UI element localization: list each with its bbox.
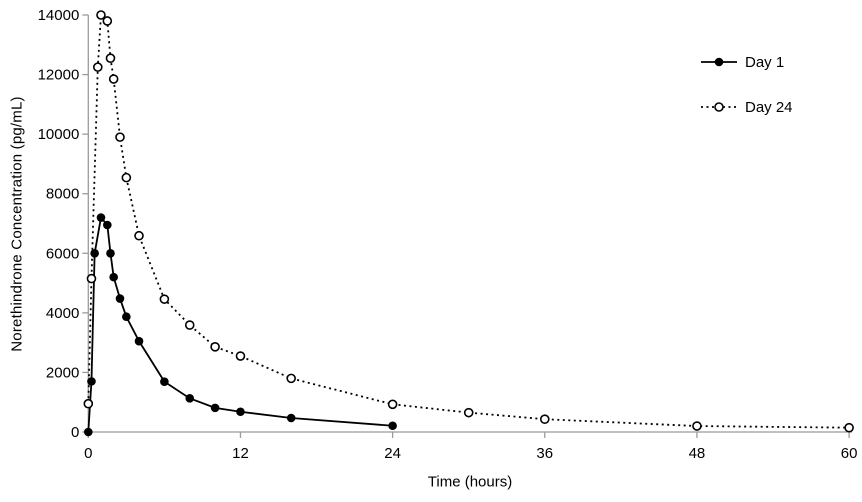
filled-circle-marker bbox=[84, 427, 93, 437]
open-circle-marker bbox=[134, 230, 144, 241]
open-circle-marker bbox=[102, 16, 113, 26]
y-tick-label: 0 bbox=[71, 424, 79, 441]
legend-item-day24: Day 24 bbox=[700, 95, 793, 119]
filled-circle-marker bbox=[286, 413, 296, 423]
open-circle-marker bbox=[115, 132, 125, 142]
open-circle-marker bbox=[286, 373, 296, 384]
filled-circle-marker bbox=[106, 248, 115, 258]
open-circle-marker bbox=[121, 172, 132, 183]
x-tick-label: 60 bbox=[841, 445, 858, 462]
open-circle-marker bbox=[93, 62, 103, 72]
y-axis-title: Norethindrone Concentration (pg/mL) bbox=[8, 96, 26, 352]
legend-label-day1: Day 1 bbox=[745, 53, 785, 71]
day24-open-circle-icon bbox=[714, 102, 724, 112]
legend-label-day24: Day 24 bbox=[745, 98, 793, 116]
filled-circle-marker bbox=[109, 272, 118, 282]
open-circle-marker bbox=[108, 74, 119, 84]
y-tick-label: 14000 bbox=[38, 7, 80, 24]
x-axis-title: Time (hours) bbox=[427, 473, 513, 491]
filled-circle-marker bbox=[115, 294, 125, 303]
filled-circle-marker bbox=[87, 377, 96, 386]
filled-circle-marker bbox=[96, 213, 106, 222]
filled-circle-marker bbox=[90, 248, 99, 258]
x-tick-label: 48 bbox=[689, 445, 706, 462]
open-circle-marker bbox=[184, 320, 195, 330]
open-circle-marker bbox=[235, 351, 246, 361]
y-tick-label: 10000 bbox=[38, 126, 80, 143]
open-circle-marker bbox=[387, 399, 398, 410]
y-tick-label: 8000 bbox=[46, 186, 79, 203]
open-circle-marker bbox=[105, 53, 116, 63]
filled-circle-marker bbox=[210, 403, 220, 413]
open-circle-marker bbox=[692, 421, 702, 431]
filled-circle-marker bbox=[388, 421, 397, 431]
y-tick-label: 12000 bbox=[38, 67, 80, 84]
filled-circle-marker bbox=[185, 394, 195, 403]
open-circle-marker bbox=[463, 407, 474, 418]
x-tick-label: 36 bbox=[536, 445, 553, 462]
open-circle-marker bbox=[159, 294, 170, 304]
filled-circle-marker bbox=[134, 336, 144, 346]
open-circle-marker bbox=[86, 273, 97, 284]
filled-circle-marker bbox=[236, 407, 245, 417]
x-tick-label: 24 bbox=[384, 445, 401, 462]
filled-circle-marker bbox=[160, 377, 169, 386]
legend: Day 1 Day 24 bbox=[700, 50, 793, 140]
y-tick-label: 6000 bbox=[46, 245, 79, 262]
series-line-day1 bbox=[87, 215, 393, 433]
open-circle-marker bbox=[210, 342, 220, 352]
x-tick-label: 12 bbox=[232, 445, 249, 462]
legend-item-day1: Day 1 bbox=[700, 50, 793, 74]
x-tick-label: 0 bbox=[84, 445, 92, 462]
day1-filled-circle-icon bbox=[714, 57, 724, 67]
filled-circle-marker bbox=[103, 220, 112, 230]
y-tick-label: 4000 bbox=[46, 305, 79, 322]
y-tick-label: 2000 bbox=[46, 364, 79, 381]
filled-circle-marker bbox=[122, 312, 131, 322]
series-line-day24 bbox=[87, 13, 850, 429]
day24-line-sample bbox=[701, 102, 737, 112]
open-circle-marker bbox=[844, 422, 854, 433]
open-circle-marker bbox=[96, 10, 106, 20]
open-circle-marker bbox=[83, 398, 94, 409]
day1-line-sample bbox=[701, 57, 737, 67]
open-circle-marker bbox=[539, 414, 550, 424]
